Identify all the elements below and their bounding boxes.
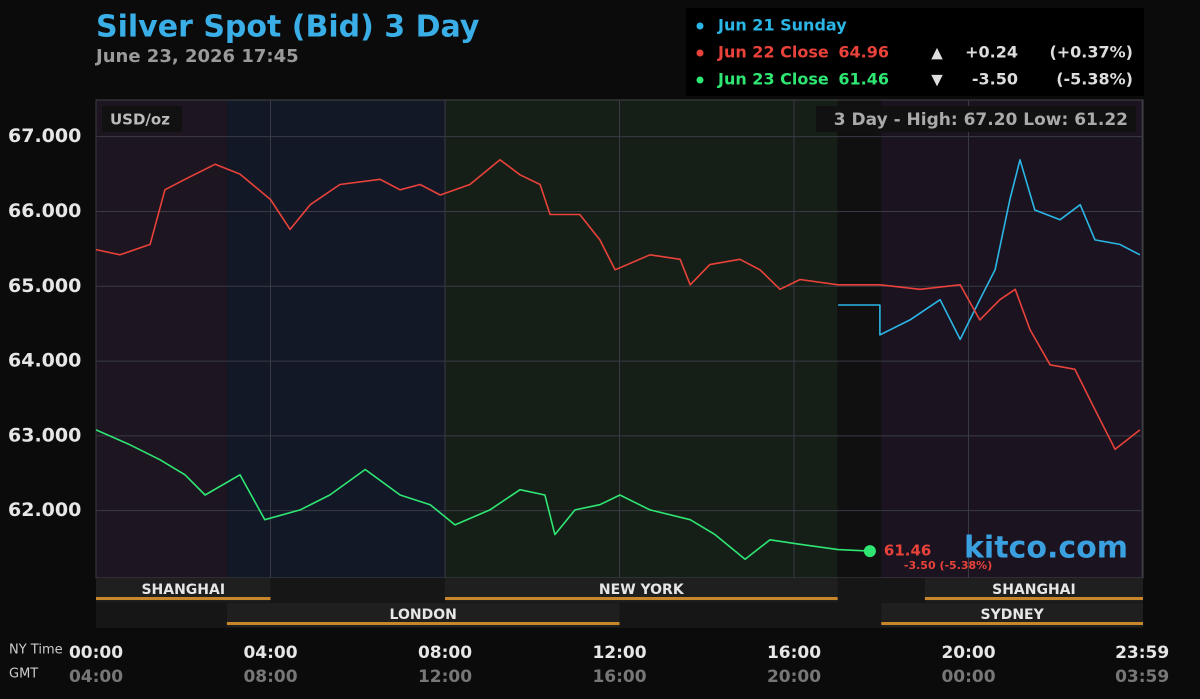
- session-shading: [445, 100, 838, 578]
- x-tick-label: 12:00: [592, 643, 646, 663]
- session-line: [96, 597, 271, 600]
- x-tick-label: 08:00: [418, 643, 472, 663]
- session-line: [445, 597, 838, 600]
- legend-label: Jun 23 Close: [717, 70, 829, 89]
- range-label-bg: [816, 106, 1136, 132]
- legend-box: [686, 8, 1144, 96]
- legend-marker: [696, 49, 704, 57]
- end-annotation: -3.50 (-5.38%): [904, 559, 992, 572]
- x-tick-label: 23:59: [1115, 643, 1169, 663]
- legend-arrow: ▲: [931, 44, 943, 62]
- series-line: [95, 159, 1141, 451]
- unit-label-bg: [102, 106, 182, 132]
- legend-label: Jun 22 Close: [717, 43, 829, 62]
- session-label: SYDNEY: [980, 607, 1044, 623]
- x2-tick-label: 03:59: [1115, 667, 1169, 687]
- series-line: [95, 429, 870, 561]
- y-tick-label: 67.000: [8, 125, 81, 147]
- y-tick-label: 62.000: [8, 499, 81, 521]
- session-shading: [837, 100, 882, 578]
- x2-tick-label: 16:00: [592, 667, 646, 687]
- session-shading: [96, 100, 227, 578]
- legend-marker: [696, 76, 704, 84]
- session-label: SHANGHAI: [141, 582, 225, 598]
- session-shading: [881, 100, 1143, 578]
- end-value-label: 61.46: [884, 542, 931, 560]
- x2-tick-label: 12:00: [418, 667, 472, 687]
- chart-subtitle: June 23, 2026 17:45: [94, 46, 299, 67]
- x2-tick-label: 04:00: [69, 667, 123, 687]
- series-line: [838, 159, 1141, 341]
- legend-arrow: ▼: [931, 71, 943, 89]
- legend-change-pct: (+0.37%): [1049, 43, 1133, 62]
- x2-tick-label: 08:00: [243, 667, 297, 687]
- x-tick-label: 16:00: [767, 643, 821, 663]
- brand: kitco.com: [964, 531, 1128, 566]
- legend-change: +0.24: [965, 43, 1018, 62]
- legend-marker: [696, 22, 704, 30]
- session-label: LONDON: [390, 607, 457, 623]
- end-marker: [863, 545, 876, 558]
- unit-label: USD/oz: [110, 111, 170, 129]
- session-line: [226, 622, 620, 625]
- x2-tick-label: 20:00: [767, 667, 821, 687]
- x-tick-label: 20:00: [941, 643, 995, 663]
- x-axis-label: NY Time: [9, 643, 63, 658]
- chart-title: Silver Spot (Bid) 3 Day: [96, 10, 480, 45]
- y-tick-label: 65.000: [8, 275, 81, 297]
- session-line: [881, 622, 1143, 625]
- legend-close: 64.96: [838, 43, 889, 62]
- session-shading: [226, 100, 445, 578]
- legend-change-pct: (-5.38%): [1056, 70, 1133, 89]
- y-tick-label: 64.000: [8, 350, 81, 372]
- session-line: [924, 597, 1143, 600]
- y-tick-label: 63.000: [8, 424, 81, 446]
- y-tick-label: 66.000: [8, 200, 81, 222]
- x2-axis-label: GMT: [9, 667, 38, 682]
- legend-label: Jun 21 Sunday: [717, 16, 847, 35]
- legend-change: -3.50: [972, 70, 1018, 89]
- x-tick-label: 00:00: [69, 643, 123, 663]
- x-tick-label: 04:00: [243, 643, 297, 663]
- legend-close: 61.46: [838, 70, 889, 89]
- session-label: NEW YORK: [599, 582, 685, 598]
- range-label: 3 Day - High: 67.20 Low: 61.22: [834, 110, 1128, 130]
- x2-tick-label: 00:00: [941, 667, 995, 687]
- session-label: SHANGHAI: [992, 582, 1076, 598]
